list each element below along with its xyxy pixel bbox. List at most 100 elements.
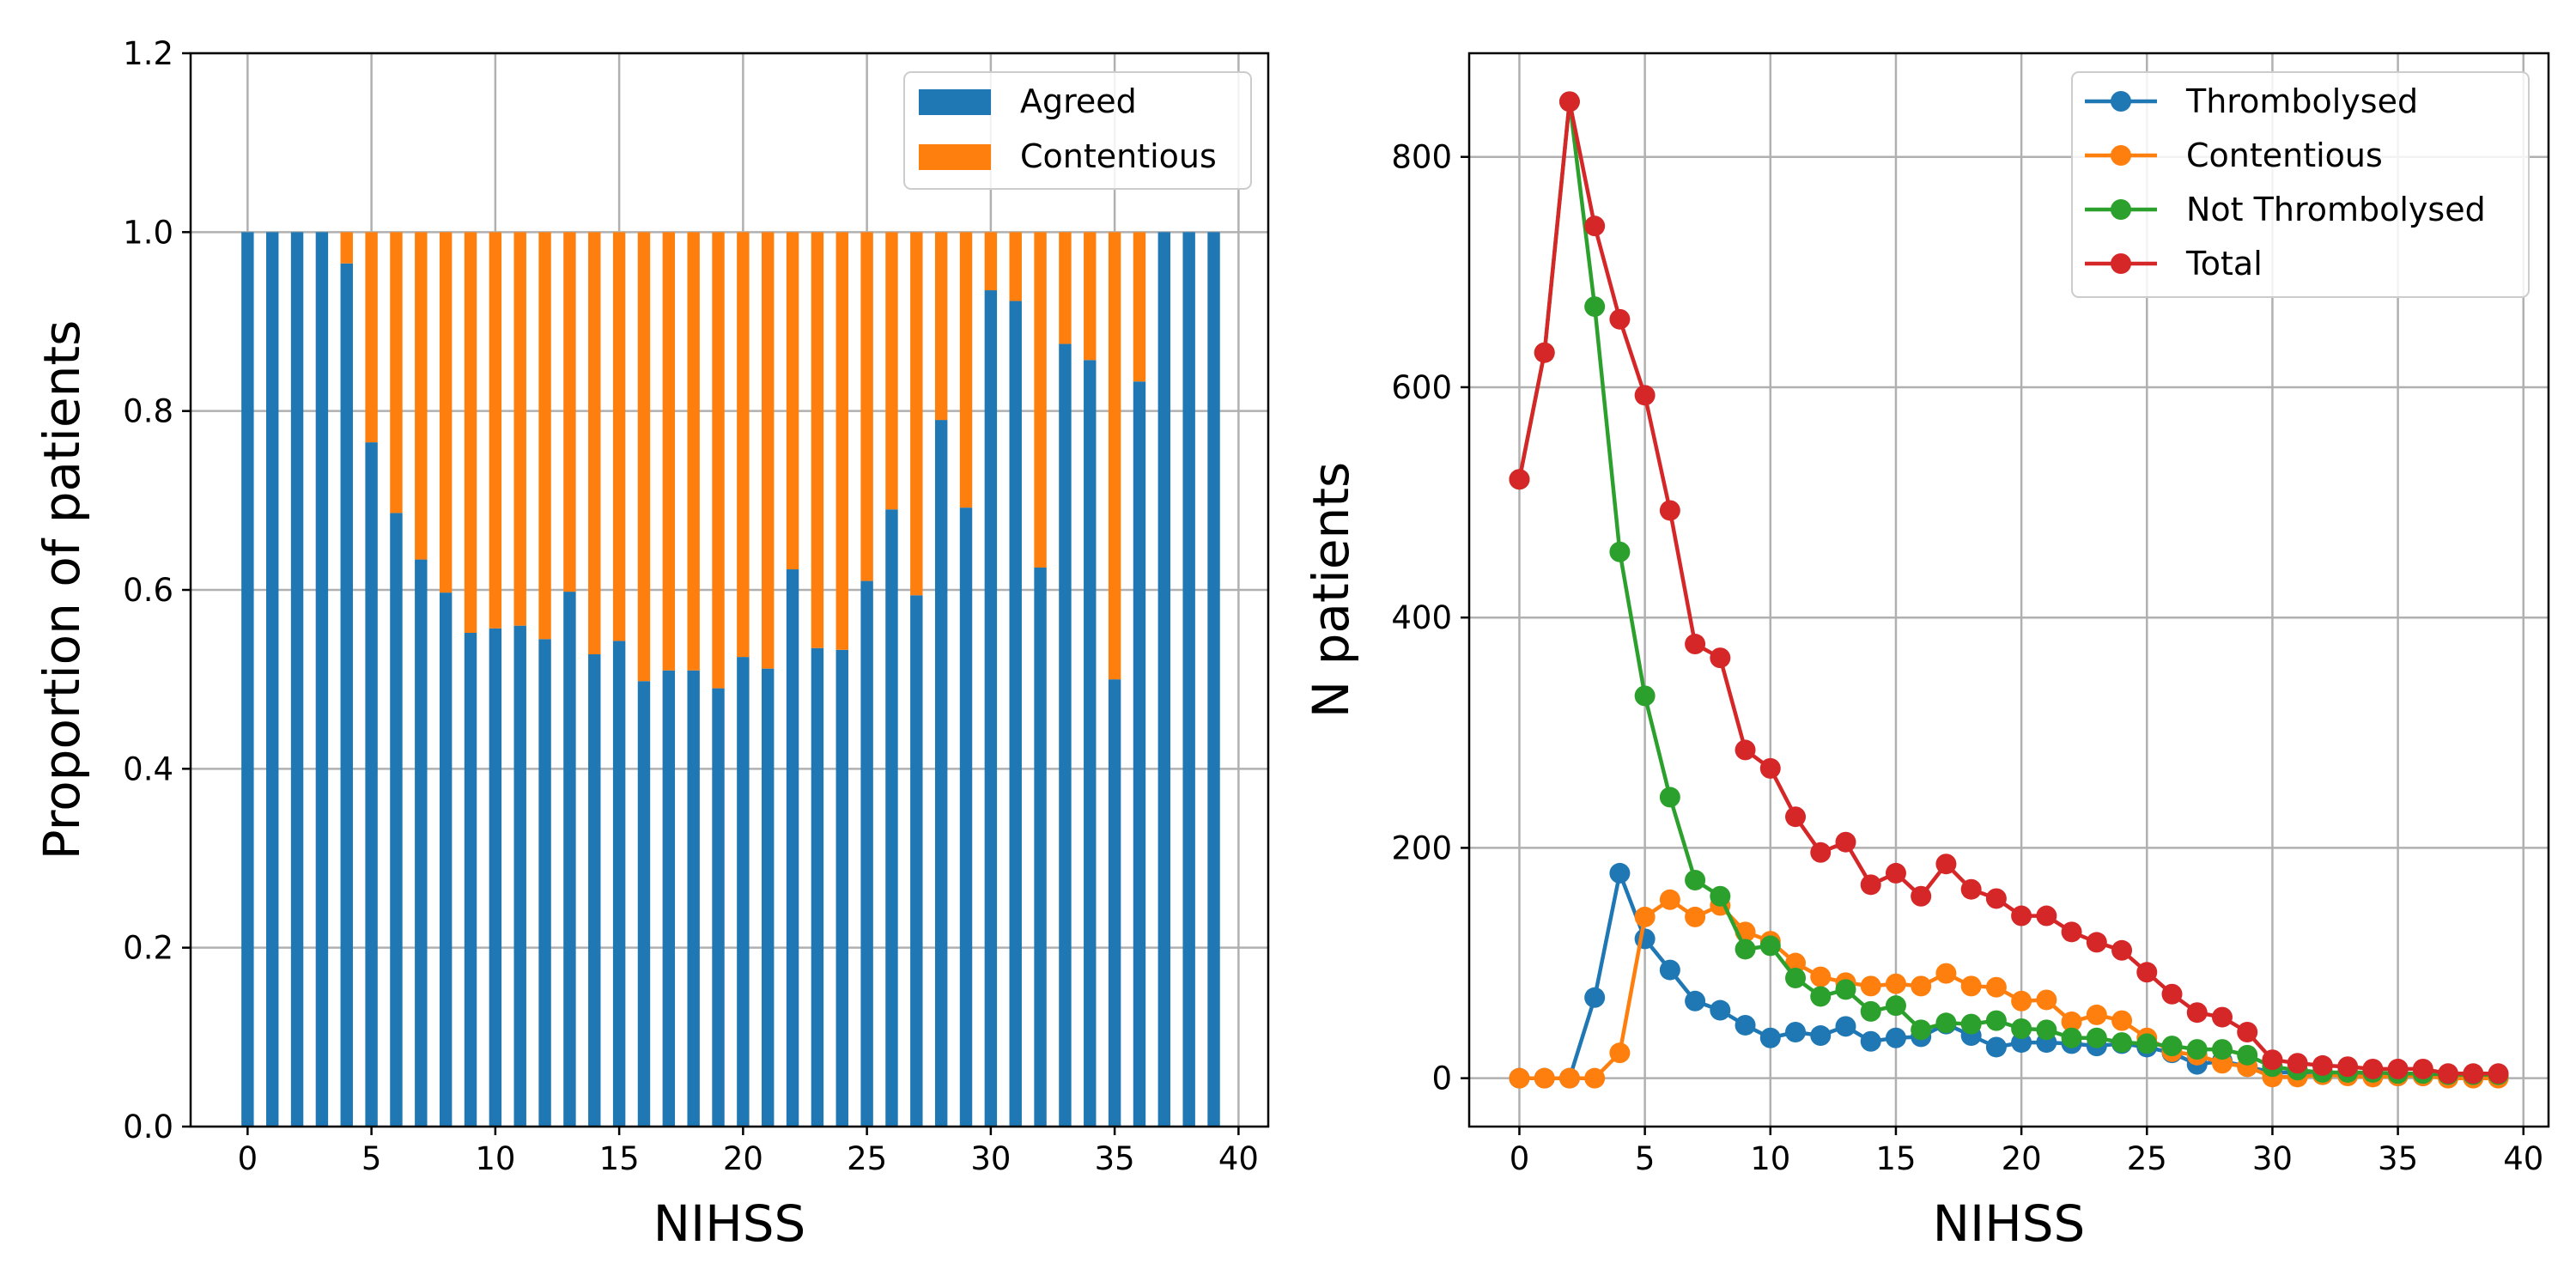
left-legend: Agreed Contentious xyxy=(903,71,1252,190)
point-contentious xyxy=(1534,1067,1555,1089)
bar-agreed xyxy=(365,442,378,1127)
bar-agreed xyxy=(1108,679,1121,1127)
bar-agreed xyxy=(811,647,824,1127)
point-thrombolysed xyxy=(1885,1027,1906,1048)
bar-agreed xyxy=(538,639,551,1127)
point-total xyxy=(2387,1058,2409,1079)
point-thrombolysed xyxy=(1810,1025,1832,1047)
bar-contentious xyxy=(860,232,873,581)
point-not-thrombolysed xyxy=(2237,1044,2258,1066)
point-total xyxy=(2011,905,2032,927)
bar-agreed xyxy=(588,654,601,1127)
bar-agreed xyxy=(1157,232,1171,1127)
bar-agreed xyxy=(712,688,725,1127)
right-legend-box xyxy=(2071,71,2530,298)
point-not-thrombolysed xyxy=(1735,939,1756,960)
bar-agreed xyxy=(934,420,948,1127)
right-x-axis-title: NIHSS xyxy=(1933,1194,2086,1253)
bar-agreed xyxy=(662,670,676,1127)
point-total xyxy=(2463,1063,2484,1084)
left-y-tick-label: 0.6 xyxy=(123,572,173,609)
point-contentious xyxy=(1558,1067,1580,1089)
left-y-tick-label: 1.2 xyxy=(123,35,173,72)
series-line-total xyxy=(1517,100,2499,1076)
bar-contentious xyxy=(365,232,378,443)
point-thrombolysed xyxy=(1609,862,1631,884)
point-thrombolysed xyxy=(1860,1030,1881,1052)
left-y-tick-label: 0.0 xyxy=(123,1109,173,1145)
point-not-thrombolysed xyxy=(1835,979,1856,1000)
right-axes-frame xyxy=(1467,52,2550,1128)
point-not-thrombolysed xyxy=(2211,1039,2233,1060)
legend-marker-total xyxy=(2111,253,2131,274)
right-y-axis-title: N patients xyxy=(1302,462,1360,718)
left-legend-swatch xyxy=(919,144,991,170)
point-total xyxy=(2186,1002,2208,1024)
left-x-axis-title: NIHSS xyxy=(653,1194,806,1253)
bar-contentious xyxy=(1133,232,1146,382)
point-total xyxy=(1659,500,1680,521)
right-legend-label: Contentious xyxy=(2186,137,2383,174)
bar-contentious xyxy=(687,232,700,671)
right-legend-label: Not Thrombolysed xyxy=(2186,191,2486,228)
point-total xyxy=(2111,939,2133,961)
bar-contentious xyxy=(637,232,651,682)
point-total xyxy=(1860,874,1881,896)
point-total xyxy=(1885,862,1906,884)
point-contentious xyxy=(1509,1067,1530,1089)
bar-contentious xyxy=(563,232,576,592)
point-thrombolysed xyxy=(1835,1016,1856,1037)
point-total xyxy=(2312,1054,2333,1076)
left-x-tick-label: 15 xyxy=(599,1140,640,1177)
point-total xyxy=(1584,216,1606,237)
left-x-tick-label: 0 xyxy=(238,1140,258,1177)
bar-agreed xyxy=(612,641,626,1127)
bar-contentious xyxy=(910,232,923,596)
point-contentious xyxy=(1885,973,1906,994)
bar-agreed xyxy=(563,592,576,1127)
point-total xyxy=(1509,469,1530,490)
point-not-thrombolysed xyxy=(2161,1036,2183,1057)
bar-agreed xyxy=(315,232,329,1127)
right-x-tick-label: 15 xyxy=(1875,1140,1916,1177)
right-x-tick-label: 40 xyxy=(2503,1140,2543,1177)
left-x-tick-label: 35 xyxy=(1095,1140,1135,1177)
point-total xyxy=(2438,1063,2459,1084)
point-not-thrombolysed xyxy=(1911,1019,1932,1041)
point-not-thrombolysed xyxy=(1935,1012,1957,1034)
bar-contentious xyxy=(464,232,477,633)
point-contentious xyxy=(1685,906,1706,927)
point-total xyxy=(1810,841,1832,863)
point-total xyxy=(1685,634,1706,655)
left-ticks: 0 5 10 15 20 25 30 35 40 0.0 0.2 0.4 0.6 0.8 1.0 1.2 xyxy=(123,35,1259,1177)
left-y-tick-label: 0.8 xyxy=(123,393,173,430)
point-total xyxy=(2287,1053,2308,1074)
bar-agreed xyxy=(860,580,873,1127)
bar-contentious xyxy=(513,232,526,626)
bar-contentious xyxy=(662,232,676,671)
bar-contentious xyxy=(934,232,948,421)
bar-contentious xyxy=(786,232,799,570)
point-contentious xyxy=(1985,976,2007,998)
point-total xyxy=(1710,647,1731,669)
point-total xyxy=(1735,739,1756,761)
right-x-tick-label: 0 xyxy=(1510,1140,1530,1177)
left-legend-label: Contentious xyxy=(1020,137,1217,175)
point-total xyxy=(2337,1056,2359,1078)
right-lines xyxy=(1509,91,2509,1089)
bar-agreed xyxy=(1034,567,1047,1127)
point-not-thrombolysed xyxy=(1634,685,1656,707)
point-not-thrombolysed xyxy=(1609,541,1631,562)
right-y-tick-label: 200 xyxy=(1391,829,1452,866)
point-total xyxy=(2061,921,2082,943)
point-not-thrombolysed xyxy=(1985,1010,2007,1031)
point-not-thrombolysed xyxy=(1960,1013,1982,1035)
bar-contentious xyxy=(959,232,973,508)
point-total xyxy=(2086,932,2107,953)
point-total xyxy=(2412,1058,2433,1079)
right-x-tick-label: 35 xyxy=(2378,1140,2418,1177)
point-total xyxy=(2237,1022,2258,1043)
point-not-thrombolysed xyxy=(2111,1032,2133,1054)
bar-agreed xyxy=(464,633,477,1127)
point-total xyxy=(1911,885,1932,907)
